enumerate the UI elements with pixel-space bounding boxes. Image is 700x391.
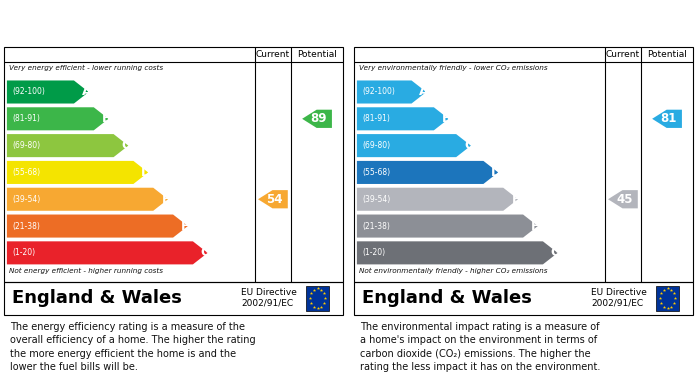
Text: (1-20): (1-20) xyxy=(12,248,35,257)
Text: (81-91): (81-91) xyxy=(12,114,40,123)
Bar xyxy=(656,286,680,310)
Polygon shape xyxy=(7,241,208,264)
Text: Environmental Impact (CO₂) Rating: Environmental Impact (CO₂) Rating xyxy=(360,16,650,31)
Text: Very environmentally friendly - lower CO₂ emissions: Very environmentally friendly - lower CO… xyxy=(358,65,547,71)
Text: 54: 54 xyxy=(266,193,283,206)
Text: EU Directive
2002/91/EC: EU Directive 2002/91/EC xyxy=(241,289,297,308)
Polygon shape xyxy=(302,110,332,128)
Polygon shape xyxy=(357,161,498,184)
Text: G: G xyxy=(550,246,561,259)
Text: D: D xyxy=(491,166,501,179)
Text: F: F xyxy=(531,220,540,233)
Polygon shape xyxy=(7,188,168,211)
Text: 45: 45 xyxy=(616,193,633,206)
Polygon shape xyxy=(357,107,449,130)
Text: D: D xyxy=(141,166,151,179)
Polygon shape xyxy=(357,134,471,157)
Polygon shape xyxy=(608,190,638,208)
Polygon shape xyxy=(357,241,558,264)
Text: (39-54): (39-54) xyxy=(362,195,390,204)
Polygon shape xyxy=(652,110,682,128)
Text: The energy efficiency rating is a measure of the
overall efficiency of a home. T: The energy efficiency rating is a measur… xyxy=(10,322,256,372)
Text: (69-80): (69-80) xyxy=(12,141,40,150)
Polygon shape xyxy=(258,190,288,208)
Text: Current: Current xyxy=(606,50,640,59)
Text: B: B xyxy=(442,112,451,125)
Text: Potential: Potential xyxy=(647,50,687,59)
Text: G: G xyxy=(200,246,211,259)
Polygon shape xyxy=(7,161,148,184)
Text: E: E xyxy=(162,193,170,206)
Text: (21-38): (21-38) xyxy=(12,222,40,231)
Bar xyxy=(306,286,330,310)
Text: F: F xyxy=(181,220,190,233)
Text: Not environmentally friendly - higher CO₂ emissions: Not environmentally friendly - higher CO… xyxy=(358,267,547,274)
Text: (1-20): (1-20) xyxy=(362,248,385,257)
Text: E: E xyxy=(512,193,520,206)
Text: A: A xyxy=(82,86,91,99)
Text: Current: Current xyxy=(256,50,290,59)
Text: England & Wales: England & Wales xyxy=(12,289,182,307)
Text: (69-80): (69-80) xyxy=(362,141,390,150)
Text: The environmental impact rating is a measure of
a home's impact on the environme: The environmental impact rating is a mea… xyxy=(360,322,601,372)
Text: Very energy efficient - lower running costs: Very energy efficient - lower running co… xyxy=(8,65,162,71)
Text: EU Directive
2002/91/EC: EU Directive 2002/91/EC xyxy=(591,289,647,308)
Text: England & Wales: England & Wales xyxy=(362,289,532,307)
Text: (55-68): (55-68) xyxy=(362,168,390,177)
Text: (92-100): (92-100) xyxy=(12,88,45,97)
Polygon shape xyxy=(7,134,128,157)
Text: A: A xyxy=(419,86,429,99)
Text: 89: 89 xyxy=(311,112,327,125)
Polygon shape xyxy=(7,215,188,238)
Text: C: C xyxy=(464,139,473,152)
Text: Potential: Potential xyxy=(297,50,337,59)
Polygon shape xyxy=(357,81,426,104)
Text: (21-38): (21-38) xyxy=(362,222,390,231)
Text: (81-91): (81-91) xyxy=(362,114,390,123)
Text: 81: 81 xyxy=(661,112,677,125)
Text: (39-54): (39-54) xyxy=(12,195,40,204)
Polygon shape xyxy=(357,215,538,238)
Text: (55-68): (55-68) xyxy=(12,168,40,177)
Text: Not energy efficient - higher running costs: Not energy efficient - higher running co… xyxy=(8,267,162,274)
Text: B: B xyxy=(102,112,111,125)
Text: C: C xyxy=(122,139,131,152)
Polygon shape xyxy=(357,188,518,211)
Polygon shape xyxy=(7,107,108,130)
Text: Energy Efficiency Rating: Energy Efficiency Rating xyxy=(10,16,213,31)
Polygon shape xyxy=(7,81,89,104)
Text: (92-100): (92-100) xyxy=(362,88,395,97)
